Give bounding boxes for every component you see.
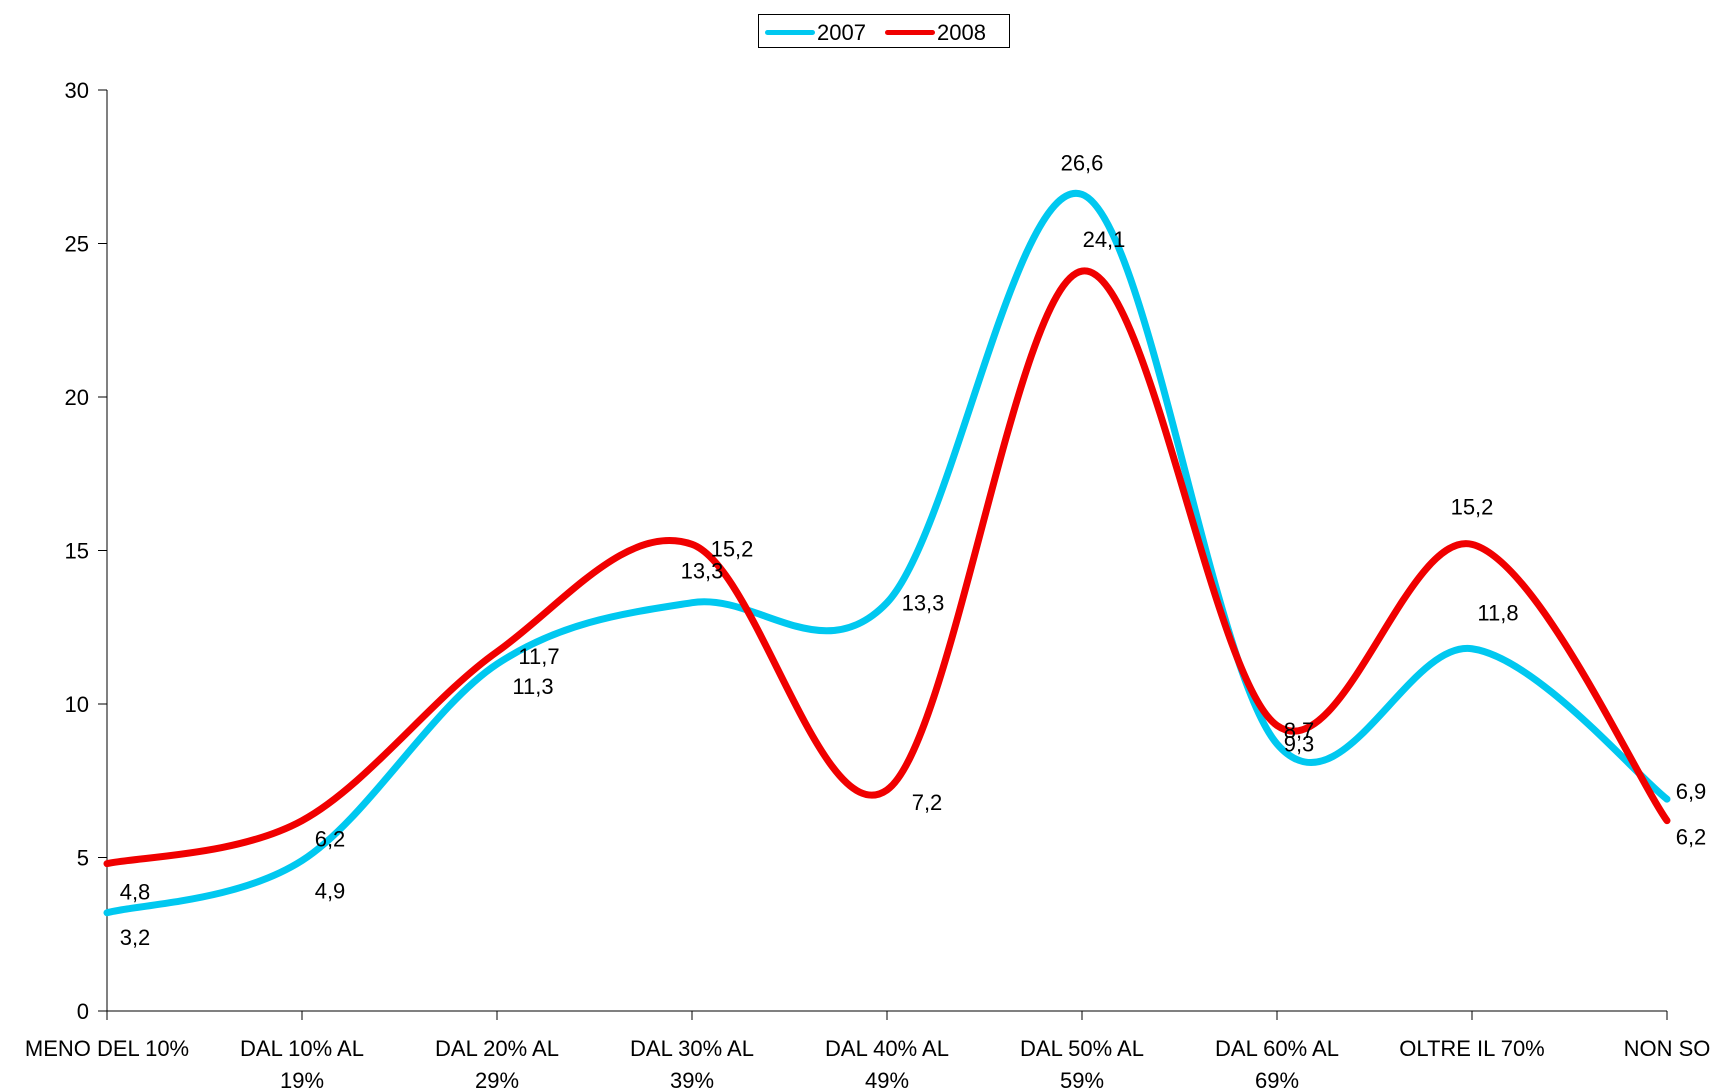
legend-swatch-2007 [765,30,815,35]
x-tick-label: DAL 20% AL 29% [435,1036,559,1088]
y-tick-label: 5 [77,846,89,871]
legend-label-2008: 2008 [937,20,986,45]
data-label-2008: 6,2 [315,827,346,852]
series-line-2007 [103,189,1671,917]
data-labels: 3,2 4,9 11,3 13,3 13,3 26,6 8,7 11,8 6,9 4,8 6,2 11… [120,150,1707,949]
data-label-2008: 15,2 [1451,494,1494,519]
data-label-2007: 11,8 [1477,601,1518,626]
y-tick-label: 15 [65,539,89,564]
data-label-2007: 3,2 [120,925,151,950]
x-tick-label: DAL 50% AL 59% [1020,1036,1144,1088]
series-line-2008 [103,267,1671,868]
data-label-2007: 4,9 [315,879,346,904]
data-label-2008: 24,1 [1083,227,1126,252]
data-label-2008: 6,2 [1676,825,1707,850]
x-tick-label: NON SO [1624,1036,1711,1061]
axes: 0 5 10 15 20 25 30 MENO DEL 10% DAL 10% AL 19% DAL… [25,78,1711,1088]
x-tick-label: DAL 60% AL 69% [1215,1036,1339,1088]
data-label-2007: 13,3 [681,559,724,584]
legend: 2007 2008 [758,14,1010,48]
y-tick-label: 25 [65,232,89,257]
y-tick-label: 30 [65,78,89,103]
x-tick-label: DAL 40% AL 49% [825,1036,949,1088]
x-tick-label: DAL 30% AL 39% [630,1036,754,1088]
x-tick-label: DAL 10% AL 19% [240,1036,364,1088]
x-tick-label: MENO DEL 10% [25,1036,189,1061]
data-label-2008: 15,2 [711,536,754,561]
data-label-2007: 8,7 [1284,718,1315,743]
data-label-2008: 9,3 [1284,731,1315,756]
data-label-2008: 11,7 [518,644,559,669]
data-label-2007: 6,9 [1676,779,1707,804]
data-label-2008: 7,2 [912,790,943,815]
data-label-2007: 11,3 [512,674,553,699]
x-tick-label: OLTRE IL 70% [1399,1036,1545,1061]
series-lines [103,189,1671,917]
legend-swatch-2008 [885,30,935,35]
y-tick-label: 0 [77,999,89,1024]
data-label-2007: 26,6 [1061,150,1104,175]
data-label-2008: 4,8 [120,880,151,905]
y-tick-label: 20 [65,385,89,410]
y-tick-label: 10 [65,692,89,717]
data-label-2007: 13,3 [902,591,945,616]
legend-label-2007: 2007 [817,20,866,45]
